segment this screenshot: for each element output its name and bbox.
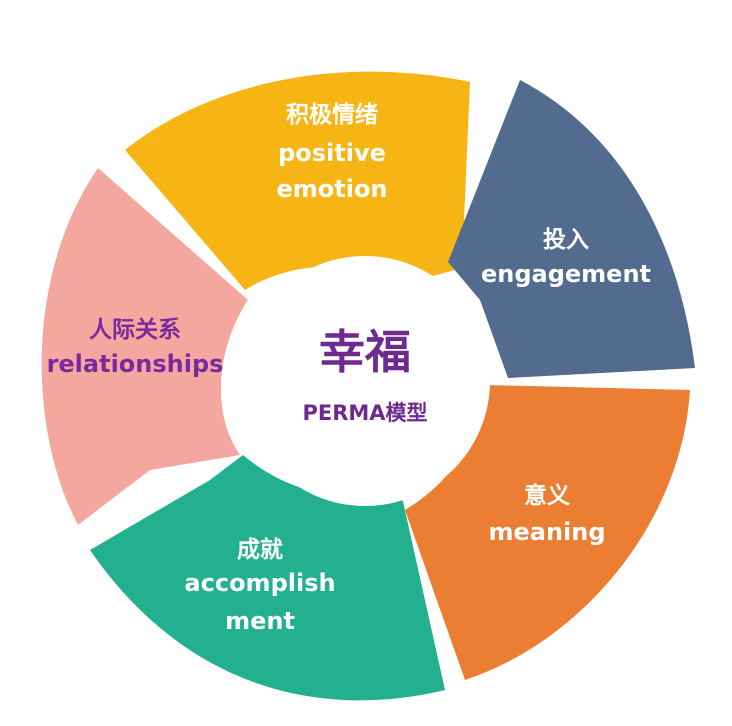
positive-emotion-label-zh: 积极情绪 <box>286 101 378 128</box>
segment-meaning <box>405 385 690 680</box>
segment-relationships <box>41 168 248 525</box>
accomplishment-label-en-2: ment <box>225 607 295 635</box>
center-circle <box>240 256 490 506</box>
accomplishment-label-en-1: accomplish <box>184 569 335 597</box>
engagement-label-zh: 投入 <box>543 227 589 253</box>
center-title: 幸福 <box>319 325 411 379</box>
positive-emotion-label-en-1: positive <box>278 139 386 167</box>
relationships-label-zh: 人际关系 <box>89 316 181 343</box>
center-subtitle: PERMA模型 <box>302 401 427 425</box>
positive-emotion-label-en-2: emotion <box>276 175 387 203</box>
segment-engagement <box>448 80 695 378</box>
accomplishment-label-zh: 成就 <box>237 536 283 563</box>
segment-positive-emotion <box>125 71 470 290</box>
engagement-label-en: engagement <box>481 260 651 288</box>
meaning-label-zh: 意义 <box>524 482 570 509</box>
meaning-label-en: meaning <box>488 518 605 546</box>
segment-accomplishment <box>90 455 445 701</box>
relationships-label-en: relationships <box>47 350 224 378</box>
